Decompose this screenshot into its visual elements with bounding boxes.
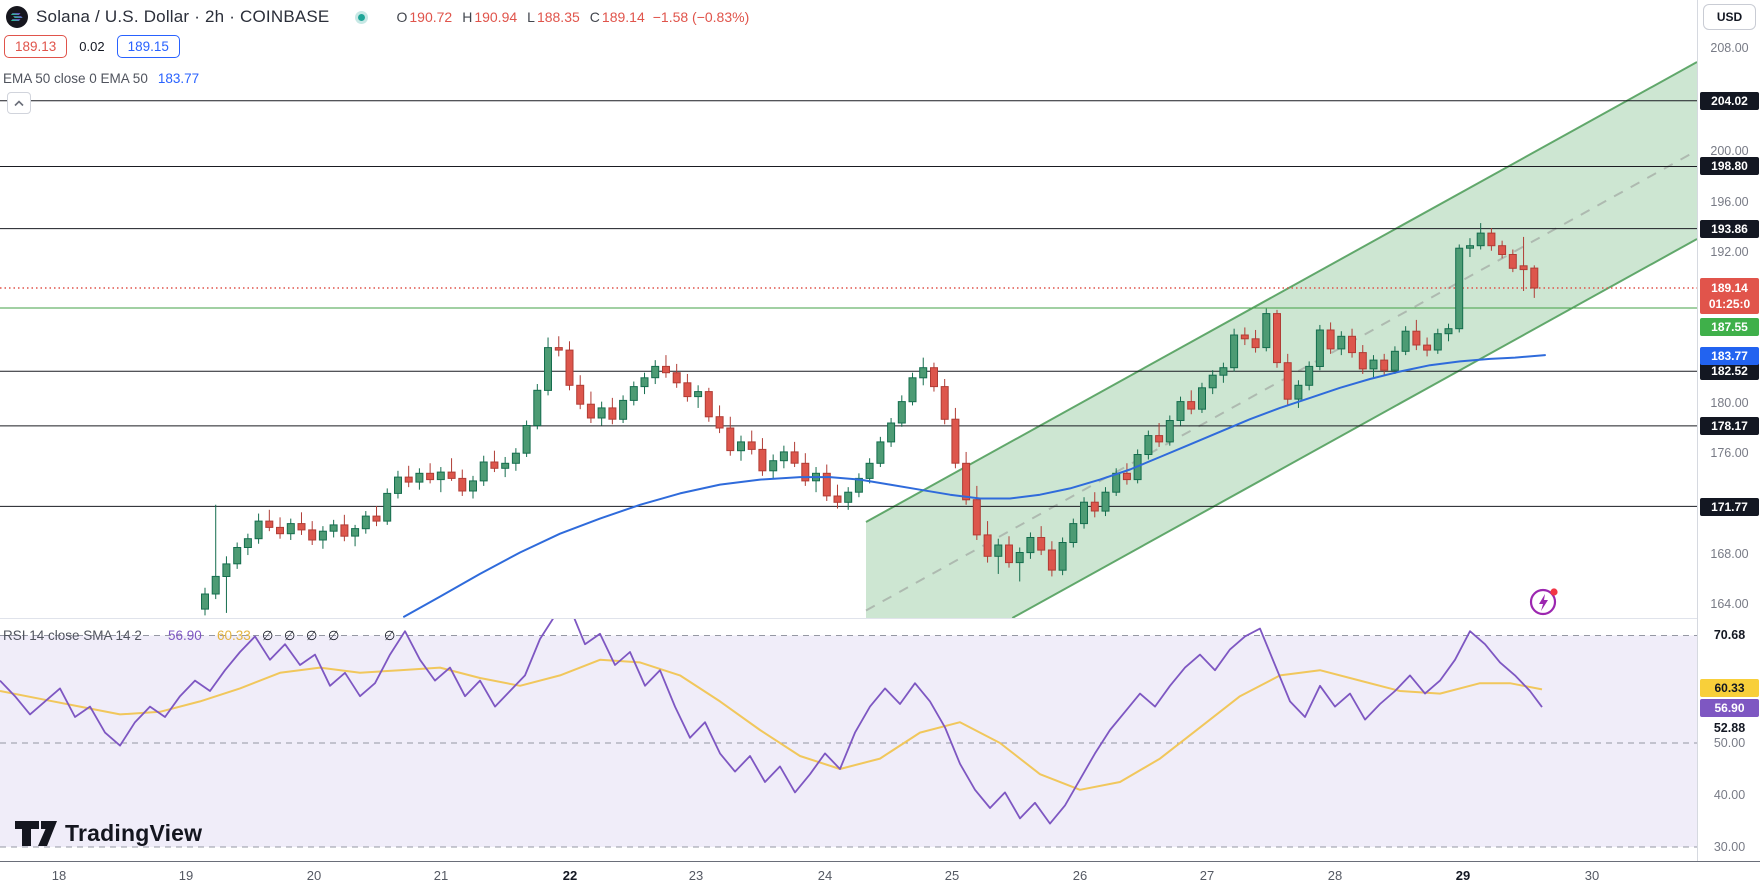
- price-line-badge: 178.17: [1700, 417, 1759, 435]
- price-axis-label: 50.00: [1713, 736, 1746, 750]
- close-label: C: [589, 9, 600, 25]
- price-axis-label: 192.00: [1710, 245, 1749, 259]
- change-value: −1.58 (−0.83%): [652, 9, 750, 25]
- rsi-legend[interactable]: RSI 14 close SMA 14 2 56.90 60.33 ∅ ∅ ∅ ∅ ∅: [3, 628, 395, 648]
- price-axis-label: 30.00: [1713, 840, 1746, 854]
- low-value: 188.35: [536, 9, 580, 25]
- bid-ask-row: 189.13 0.02 189.15: [4, 32, 180, 60]
- chevron-up-icon: [14, 99, 24, 107]
- rsi-value-badge: 56.90: [1700, 699, 1759, 717]
- bid-price-button[interactable]: 189.13: [4, 34, 68, 58]
- high-low-line-badge: 187.55: [1700, 318, 1759, 336]
- time-axis-label: 20: [306, 868, 322, 883]
- time-axis-label: 29: [1455, 868, 1471, 883]
- ohlc-values: O 190.72 H 190.94 L 188.35 C 189.14 −1.58 (−…: [386, 9, 749, 25]
- symbol-title[interactable]: Solana / U.S. Dollar · 2h · COINBASE: [36, 7, 330, 26]
- symbol-header: Solana / U.S. Dollar · 2h · COINBASE O 19…: [6, 4, 749, 30]
- ema-value-badge: 183.77: [1700, 347, 1759, 365]
- time-axis-label: 22: [562, 868, 578, 883]
- empty-set-value: ∅: [328, 628, 340, 643]
- empty-set-value: ∅: [284, 628, 296, 643]
- price-axis-label: 196.00: [1710, 195, 1749, 209]
- rsi-sma-legend-value: 60.33: [217, 628, 251, 643]
- open-value: 190.72: [409, 9, 453, 25]
- pane-separator[interactable]: [0, 618, 1760, 619]
- price-chart-canvas[interactable]: [0, 0, 1697, 618]
- current-price-badge: 189.14 01:25:0: [1700, 278, 1759, 314]
- price-axis-level-label: 52.88: [1713, 721, 1746, 735]
- ema-legend[interactable]: EMA 50 close 0 EMA 50 183.77: [3, 68, 199, 88]
- currency-toggle-button[interactable]: USD: [1703, 4, 1756, 30]
- price-line-badge: 204.02: [1700, 92, 1759, 110]
- time-axis-label: 26: [1072, 868, 1088, 883]
- price-scale[interactable]: USD 189.14 01:25:0 208.00 200.00 196.00 192…: [1697, 0, 1760, 889]
- instant-trade-button[interactable]: [1528, 586, 1562, 623]
- ema-legend-value: 183.77: [157, 70, 200, 86]
- price-axis-label: 180.00: [1710, 396, 1749, 410]
- collapse-panel-button[interactable]: [7, 92, 31, 114]
- time-scale[interactable]: 18 19 20 21 22 23 24 25 26 27 28 29 30: [0, 861, 1760, 889]
- time-axis-label: 30: [1584, 868, 1600, 883]
- tradingview-logo-text: TradingView: [65, 820, 203, 846]
- price-axis-label: 168.00: [1710, 547, 1749, 561]
- ask-price-button[interactable]: 189.15: [116, 34, 180, 58]
- low-label: L: [527, 9, 535, 25]
- tradingview-logo[interactable]: TradingView: [14, 820, 202, 847]
- empty-set-value: ∅: [306, 628, 318, 643]
- time-axis-label: 19: [178, 868, 194, 883]
- time-axis-label: 23: [688, 868, 704, 883]
- spread-value: 0.02: [79, 38, 105, 54]
- time-axis-label: 24: [817, 868, 833, 883]
- open-label: O: [396, 9, 408, 25]
- empty-set-value: ∅: [262, 628, 274, 643]
- high-value: 190.94: [474, 9, 518, 25]
- price-axis-label: 176.00: [1710, 446, 1749, 460]
- high-label: H: [462, 9, 473, 25]
- lightning-icon: [1529, 588, 1558, 616]
- current-price-value: 189.14: [1711, 281, 1748, 295]
- rsi-sma-value-badge: 60.33: [1700, 679, 1759, 697]
- price-line-badge: 193.86: [1700, 220, 1759, 238]
- time-axis-label: 25: [944, 868, 960, 883]
- solana-logo-icon: [6, 6, 28, 28]
- price-line-badge: 182.52: [1700, 362, 1759, 380]
- bar-countdown: 01:25:0: [1708, 297, 1751, 311]
- time-axis-label: 21: [433, 868, 449, 883]
- price-line-badge: 171.77: [1700, 498, 1759, 516]
- market-status-icon[interactable]: [355, 10, 369, 24]
- ema-legend-label: EMA 50 close 0 EMA 50: [3, 70, 148, 86]
- time-axis-label: 27: [1199, 868, 1215, 883]
- close-value: 189.14: [601, 9, 645, 25]
- price-line-badge: 198.80: [1700, 157, 1759, 175]
- time-axis-label: 18: [51, 868, 67, 883]
- rsi-chart-canvas[interactable]: [0, 618, 1697, 861]
- rsi-legend-label: RSI 14 close SMA 14 2: [3, 628, 142, 643]
- price-axis-label: 200.00: [1710, 144, 1749, 158]
- tradingview-mark-icon: [15, 821, 57, 846]
- price-axis-label: 40.00: [1713, 788, 1746, 802]
- price-axis-label: 164.00: [1710, 597, 1749, 611]
- empty-set-value: ∅: [384, 628, 396, 643]
- price-axis-level-label: 70.68: [1713, 628, 1746, 642]
- price-axis-label: 208.00: [1710, 41, 1749, 55]
- rsi-legend-value: 56.90: [168, 628, 202, 643]
- time-axis-label: 28: [1327, 868, 1343, 883]
